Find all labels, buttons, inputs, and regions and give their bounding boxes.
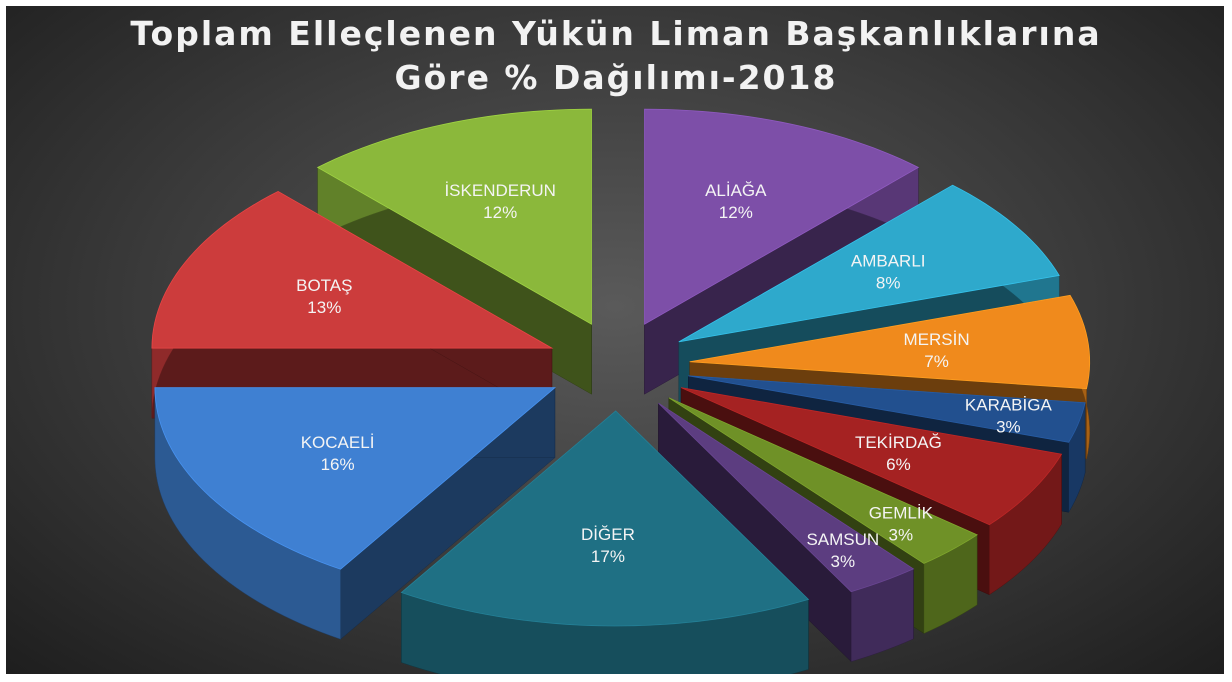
slice-value-label: 7% (924, 352, 949, 371)
slice-top (151, 190, 554, 349)
slice-label: BOTAŞ (296, 276, 352, 295)
slice-top (680, 387, 1063, 526)
slice (400, 410, 810, 674)
slice-value-label: 16% (321, 455, 355, 474)
slice-top (644, 108, 920, 325)
slice-value-label: 3% (996, 417, 1021, 436)
slice-top (658, 402, 915, 593)
slice-value-label: 12% (719, 203, 753, 222)
slice-top (668, 397, 978, 564)
slice-value-label: 13% (307, 298, 341, 317)
slice-top (678, 184, 1060, 343)
slice-label: KARABİGA (965, 395, 1053, 414)
slice-label: MERSİN (904, 330, 970, 349)
slice-top (154, 387, 556, 570)
slice-value-label: 17% (591, 547, 625, 566)
pie-area: İSKENDERUN 12% ALİAĞA 12% AMBARLI 8% BOTAŞ 13% M… (151, 108, 1091, 674)
slice-value-label: 12% (483, 203, 517, 222)
chart: İSKENDERUN 12% ALİAĞA 12% AMBARLI 8% BOTAŞ 13% M… (6, 6, 1224, 674)
slice-label: ALİAĞA (705, 181, 767, 200)
slice-value-label: 6% (886, 455, 911, 474)
slice-value-label: 8% (876, 273, 901, 292)
slice-label: KOCAELİ (301, 433, 375, 452)
slice-label: SAMSUN (806, 530, 879, 549)
slice-top (316, 108, 592, 325)
chart-title: Toplam Elleçlenen Yükün Liman Başkanlıkl… (130, 14, 1102, 97)
slice-label: TEKİRDAĞ (855, 433, 942, 452)
slice-top (400, 410, 810, 627)
slice-top (688, 375, 1086, 443)
slice-label: İSKENDERUN (444, 181, 555, 200)
slice-top (689, 294, 1091, 390)
slice-label: DİĞER (581, 525, 635, 544)
slice-label: GEMLİK (869, 503, 934, 522)
slice (154, 387, 556, 640)
slice-value-label: 3% (889, 525, 914, 544)
slice-label: AMBARLI (851, 251, 926, 270)
slice-value-label: 3% (831, 552, 856, 571)
